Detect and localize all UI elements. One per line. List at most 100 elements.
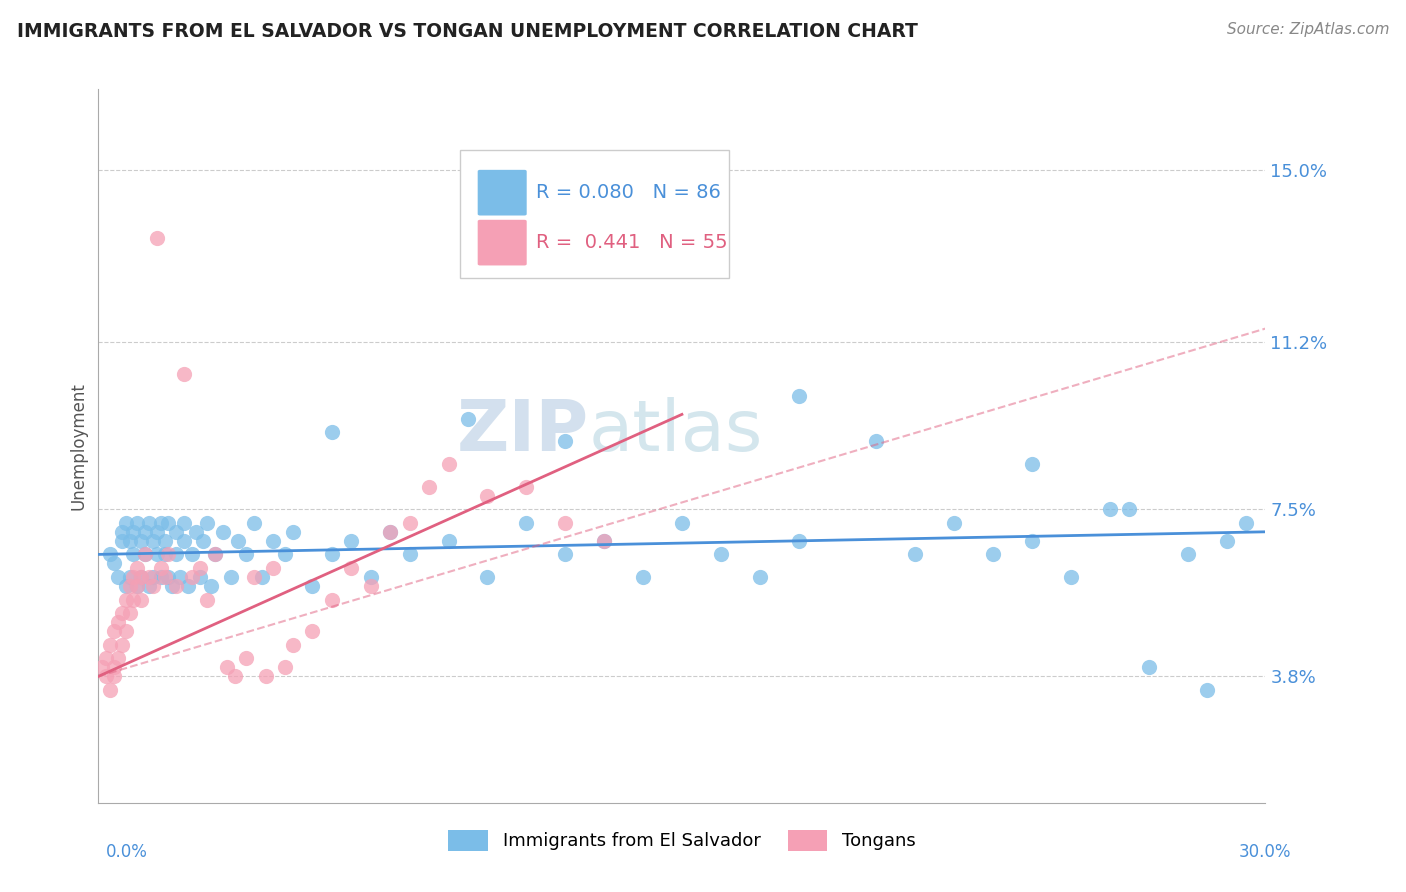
Point xyxy=(195,592,218,607)
Point xyxy=(180,570,202,584)
Point xyxy=(118,570,141,584)
Text: atlas: atlas xyxy=(589,397,763,467)
Point xyxy=(129,570,152,584)
Point xyxy=(515,516,537,530)
Point xyxy=(219,570,242,584)
Point xyxy=(281,638,304,652)
Point xyxy=(193,533,215,548)
Point xyxy=(111,524,134,539)
Text: 30.0%: 30.0% xyxy=(1239,843,1291,861)
Point xyxy=(631,570,654,584)
Point xyxy=(554,516,576,530)
Point xyxy=(235,548,257,562)
Point xyxy=(138,516,160,530)
Point xyxy=(91,660,114,674)
Point xyxy=(184,524,207,539)
Point xyxy=(98,548,121,562)
Text: Source: ZipAtlas.com: Source: ZipAtlas.com xyxy=(1226,22,1389,37)
Point xyxy=(1118,502,1140,516)
Point xyxy=(165,579,187,593)
Point xyxy=(118,606,141,620)
Point xyxy=(1177,548,1199,562)
Point xyxy=(111,606,134,620)
FancyBboxPatch shape xyxy=(460,150,728,278)
Point xyxy=(515,480,537,494)
Point xyxy=(165,548,187,562)
Point xyxy=(138,579,160,593)
Point xyxy=(301,579,323,593)
Point xyxy=(380,524,402,539)
Point xyxy=(243,570,266,584)
Point xyxy=(129,570,152,584)
Point xyxy=(228,533,250,548)
Point xyxy=(398,516,420,530)
Text: 0.0%: 0.0% xyxy=(105,843,148,861)
Point xyxy=(437,533,460,548)
Point xyxy=(107,651,129,665)
Point xyxy=(157,570,180,584)
Point xyxy=(98,682,121,697)
Point xyxy=(173,367,195,381)
Point xyxy=(134,548,156,562)
Point xyxy=(96,651,118,665)
Point xyxy=(981,548,1004,562)
Text: R =  0.441   N = 55: R = 0.441 N = 55 xyxy=(536,233,728,252)
Point xyxy=(169,570,191,584)
Point xyxy=(103,624,125,639)
Point xyxy=(142,579,165,593)
Point xyxy=(865,434,887,449)
Text: R = 0.080   N = 86: R = 0.080 N = 86 xyxy=(536,183,721,202)
Point xyxy=(114,579,136,593)
Point xyxy=(114,624,136,639)
Point xyxy=(477,489,499,503)
Point xyxy=(118,579,141,593)
Point xyxy=(593,533,616,548)
Point xyxy=(340,533,363,548)
Point xyxy=(188,570,211,584)
Point xyxy=(162,579,184,593)
Point xyxy=(380,524,402,539)
Point xyxy=(122,570,145,584)
Point xyxy=(943,516,966,530)
Point xyxy=(153,570,176,584)
Point xyxy=(114,516,136,530)
Point xyxy=(215,660,238,674)
Point xyxy=(321,592,343,607)
Point xyxy=(146,548,169,562)
Point xyxy=(180,548,202,562)
Point xyxy=(1021,533,1043,548)
Point xyxy=(98,638,121,652)
Point xyxy=(173,533,195,548)
Point xyxy=(1060,570,1083,584)
Point xyxy=(127,516,149,530)
Y-axis label: Unemployment: Unemployment xyxy=(69,382,87,510)
Point xyxy=(177,579,200,593)
Point xyxy=(114,592,136,607)
Point xyxy=(103,660,125,674)
Point xyxy=(149,561,172,575)
Point xyxy=(165,524,187,539)
Point xyxy=(127,579,149,593)
Point xyxy=(122,524,145,539)
Legend: Immigrants from El Salvador, Tongans: Immigrants from El Salvador, Tongans xyxy=(441,822,922,858)
Point xyxy=(671,516,693,530)
Point xyxy=(103,557,125,571)
Point xyxy=(274,660,297,674)
Point xyxy=(1215,533,1237,548)
Point xyxy=(262,561,284,575)
Point xyxy=(748,570,770,584)
Text: ZIP: ZIP xyxy=(457,397,589,467)
Point xyxy=(103,669,125,683)
Point xyxy=(200,579,222,593)
Point xyxy=(157,516,180,530)
Point xyxy=(301,624,323,639)
Point xyxy=(340,561,363,575)
Point xyxy=(554,548,576,562)
Point xyxy=(235,651,257,665)
FancyBboxPatch shape xyxy=(478,219,527,266)
Point xyxy=(146,231,169,245)
Point xyxy=(554,434,576,449)
Point xyxy=(107,570,129,584)
Point xyxy=(153,548,176,562)
Point xyxy=(134,524,156,539)
